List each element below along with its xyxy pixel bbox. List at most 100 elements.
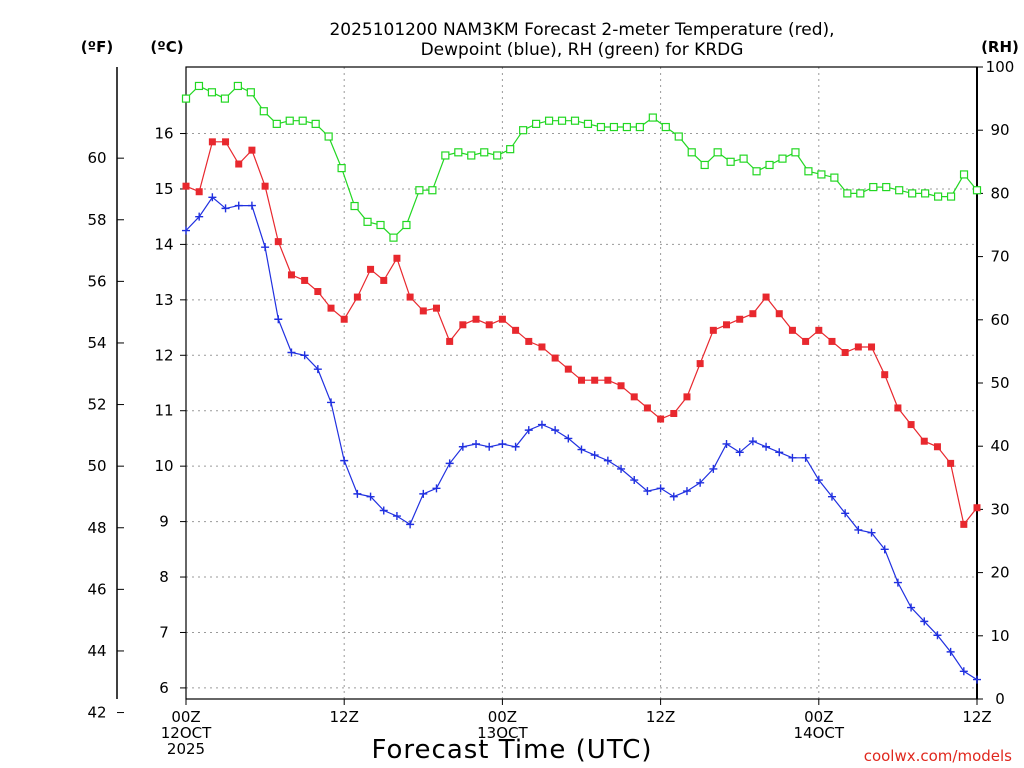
data-point <box>972 186 982 195</box>
data-point <box>578 376 585 384</box>
data-point <box>868 343 876 351</box>
data-point <box>814 476 823 485</box>
x-tick-label: 13OCT <box>477 724 528 742</box>
data-point <box>617 382 625 390</box>
series-line <box>185 85 978 239</box>
data-point <box>815 326 823 334</box>
data-point <box>298 116 307 125</box>
data-point <box>661 122 670 132</box>
data-point <box>843 189 852 198</box>
data-point <box>353 489 362 498</box>
data-point <box>480 148 489 157</box>
data-point <box>583 119 593 128</box>
x-axis-label: Forecast Time (UTC) <box>371 735 652 765</box>
data-point <box>287 271 295 279</box>
data-point <box>713 148 722 157</box>
data-point <box>246 88 255 97</box>
data-point <box>181 94 191 103</box>
data-point <box>656 484 665 493</box>
x-tick-label: 12Z <box>330 708 359 726</box>
data-point <box>933 192 943 201</box>
data-point <box>908 189 917 198</box>
data-point <box>736 315 744 323</box>
data-point <box>682 487 691 496</box>
data-point <box>622 122 631 132</box>
data-point <box>222 138 230 146</box>
x-tick-label: 12OCT <box>161 724 212 742</box>
data-point <box>235 160 243 168</box>
data-point <box>722 439 731 448</box>
data-point <box>195 188 203 196</box>
data-point <box>726 157 735 166</box>
data-point <box>337 164 346 173</box>
data-point <box>285 116 294 125</box>
fahrenheit-tick-label: 48 <box>87 519 106 537</box>
data-point <box>830 173 839 182</box>
data-point <box>775 448 784 457</box>
data-point <box>551 426 560 435</box>
data-point <box>674 132 683 141</box>
data-point <box>313 365 322 374</box>
series-line <box>185 141 978 526</box>
series-dewpoint <box>182 193 981 684</box>
data-point <box>596 122 606 132</box>
data-point <box>827 492 836 501</box>
celsius-unit-label: (ºC) <box>150 38 183 56</box>
data-point <box>775 310 783 318</box>
data-point <box>419 489 428 498</box>
data-point <box>748 437 757 446</box>
celsius-tick-label: 7 <box>159 623 169 641</box>
data-point <box>791 148 800 157</box>
data-point <box>498 439 507 448</box>
data-point <box>512 326 520 334</box>
data-point <box>261 243 270 252</box>
data-point <box>402 220 411 230</box>
data-point <box>882 182 891 192</box>
data-point <box>472 315 480 323</box>
rh-tick-label: 40 <box>990 437 1009 455</box>
x-tick-label: 12Z <box>962 708 991 726</box>
chart-title-line2: Dewpoint (blue), RH (green) for KRDG <box>421 40 744 60</box>
data-point <box>933 631 942 640</box>
data-point <box>511 442 520 451</box>
data-point <box>467 151 476 160</box>
data-point <box>804 167 813 176</box>
data-point <box>220 94 230 103</box>
data-point <box>207 88 217 97</box>
rh-tick-label: 60 <box>990 311 1009 329</box>
x-tick-label: 00Z <box>171 708 200 726</box>
data-point <box>735 448 744 457</box>
data-point <box>538 343 546 351</box>
data-point <box>788 453 797 462</box>
data-point <box>591 376 599 384</box>
rh-tick-label: 10 <box>990 627 1009 645</box>
data-point <box>973 504 981 512</box>
data-point <box>604 376 612 384</box>
data-point <box>907 421 915 429</box>
data-point <box>895 186 904 195</box>
data-point <box>353 293 361 301</box>
rh-tick-label: 80 <box>990 184 1009 202</box>
data-point <box>441 151 450 160</box>
data-point <box>907 603 916 612</box>
data-point <box>603 456 612 465</box>
data-point <box>493 151 502 160</box>
data-series <box>181 81 982 684</box>
fahrenheit-unit-label: (ºF) <box>81 38 113 56</box>
fahrenheit-tick-label: 60 <box>87 149 106 167</box>
data-point <box>921 189 930 198</box>
celsius-tick-label: 10 <box>154 457 173 475</box>
data-point <box>709 464 718 473</box>
fahrenheit-tick-label: 52 <box>87 396 106 414</box>
source-credit: coolwx.com/models <box>864 747 1012 765</box>
x-tick-label: 12Z <box>646 708 675 726</box>
data-point <box>300 351 309 360</box>
data-point <box>828 337 836 345</box>
data-point <box>630 476 639 485</box>
data-point <box>765 160 774 170</box>
data-point <box>340 315 348 323</box>
rh-tick-label: 20 <box>990 564 1009 582</box>
data-point <box>617 464 626 473</box>
x-tick-label: 2025 <box>167 740 205 758</box>
rh-unit-label: (RH) <box>981 38 1019 56</box>
